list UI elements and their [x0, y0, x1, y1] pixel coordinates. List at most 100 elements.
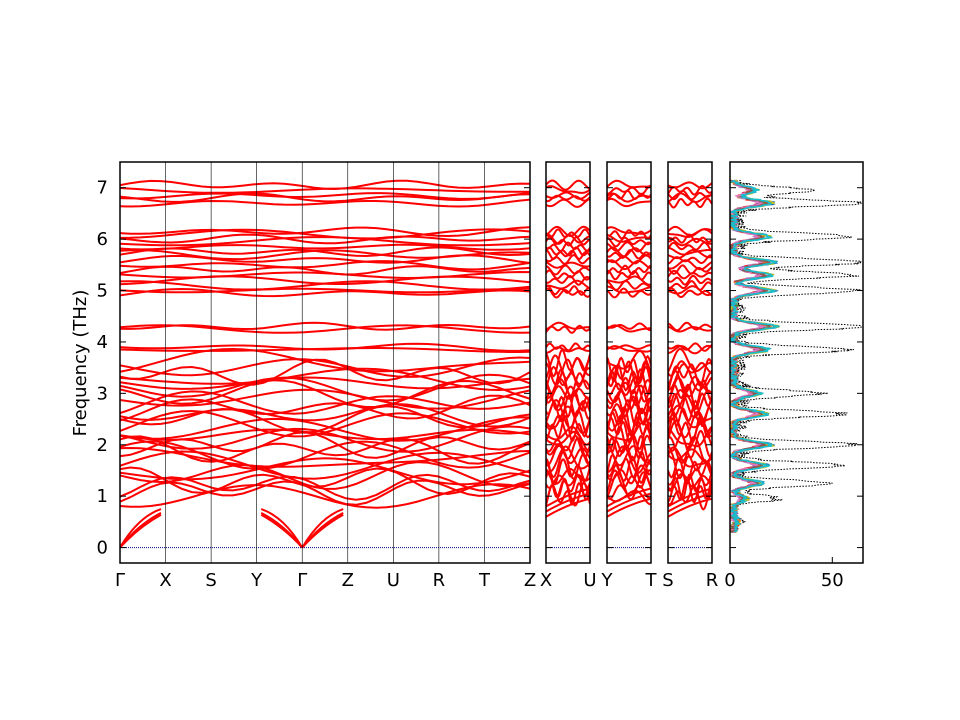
band-line [120, 198, 530, 208]
band-line [607, 197, 651, 208]
band-line [120, 390, 530, 415]
band-line [607, 259, 651, 271]
band-line [668, 247, 712, 256]
band-lines [120, 179, 712, 549]
y-tick-label: 6 [97, 229, 108, 250]
k-point-label: X [540, 570, 552, 591]
band-line [546, 346, 590, 354]
acoustic-branch [260, 513, 303, 549]
acoustic-branch [301, 513, 344, 549]
band-line [120, 233, 530, 245]
y-axis-label: Frequency (THz) [70, 290, 91, 437]
band-line [668, 415, 712, 443]
band-line [546, 287, 590, 299]
band-line [607, 248, 651, 260]
band-line [607, 345, 651, 353]
band-line [668, 446, 712, 468]
band-line [607, 254, 651, 265]
band-line [120, 356, 530, 378]
band-line [546, 228, 590, 239]
panel-frame [667, 161, 713, 564]
band-line [546, 233, 590, 245]
band-line [546, 279, 590, 290]
band-line [607, 469, 651, 493]
band-line [607, 344, 651, 350]
band-line [546, 324, 590, 334]
y-tick-label: 7 [97, 178, 108, 199]
band-line [668, 197, 712, 209]
band-line [668, 325, 712, 333]
band-line [546, 179, 590, 191]
band-line [120, 280, 530, 291]
band-line [546, 241, 590, 253]
band-line [546, 481, 590, 507]
band-line [668, 287, 712, 299]
k-point-label: Γ [297, 570, 307, 591]
band-line [607, 368, 651, 396]
k-point-label: R [433, 570, 446, 591]
band-line [120, 287, 530, 294]
dos-panel [730, 179, 862, 533]
band-line [668, 448, 712, 464]
band-line [607, 471, 651, 501]
k-point-label: U [583, 570, 596, 591]
band-line [607, 349, 651, 373]
k-point-label: S [205, 570, 216, 591]
dos-x-tick-label: 0 [724, 570, 735, 591]
acoustic-branch [607, 487, 651, 508]
band-line [607, 229, 651, 240]
band-line [120, 260, 530, 271]
acoustic-branch [668, 492, 712, 513]
panel-frame [545, 161, 591, 564]
band-line [668, 184, 712, 196]
band-line [120, 479, 530, 506]
acoustic-branch [546, 497, 590, 518]
band-line [668, 388, 712, 419]
band-line [607, 287, 651, 299]
band-line [607, 184, 651, 196]
band-line [668, 280, 712, 291]
band-line [546, 194, 590, 203]
total-dos-curve [730, 179, 862, 533]
k-point-label: S [662, 570, 673, 591]
acoustic-branch [260, 508, 304, 549]
band-line [668, 254, 712, 265]
band-line [546, 348, 590, 378]
band-line [120, 416, 530, 442]
band-line [668, 285, 712, 297]
band-line [120, 403, 530, 428]
acoustic-branch [546, 487, 590, 508]
band-panel-1 [120, 179, 530, 549]
band-line [607, 421, 651, 442]
band-line [668, 473, 712, 501]
band-line [120, 394, 530, 422]
band-line [120, 226, 530, 238]
band-line [607, 179, 651, 189]
acoustic-branch [120, 513, 162, 549]
y-tick-label: 4 [97, 332, 108, 353]
band-line [607, 285, 651, 294]
band-line [120, 287, 530, 298]
acoustic-branch [668, 497, 712, 518]
band-line [607, 489, 651, 506]
band-line [120, 254, 530, 264]
dos-panel-frame [729, 161, 864, 564]
band-line [668, 259, 712, 271]
partial-dos-curve [730, 179, 780, 533]
band-line [607, 236, 651, 248]
k-point-label: Γ [115, 570, 125, 591]
y-tick-label: 0 [97, 538, 108, 559]
band-line [668, 357, 712, 387]
band-line [120, 440, 530, 470]
band-line [546, 254, 590, 265]
dos-curves [730, 179, 862, 533]
band-line [546, 236, 590, 247]
band-line [546, 377, 590, 400]
band-line [120, 191, 530, 200]
band-line [607, 264, 651, 276]
band-line [668, 233, 712, 244]
band-line [120, 405, 530, 434]
band-line [546, 274, 590, 286]
band-line [546, 261, 590, 269]
